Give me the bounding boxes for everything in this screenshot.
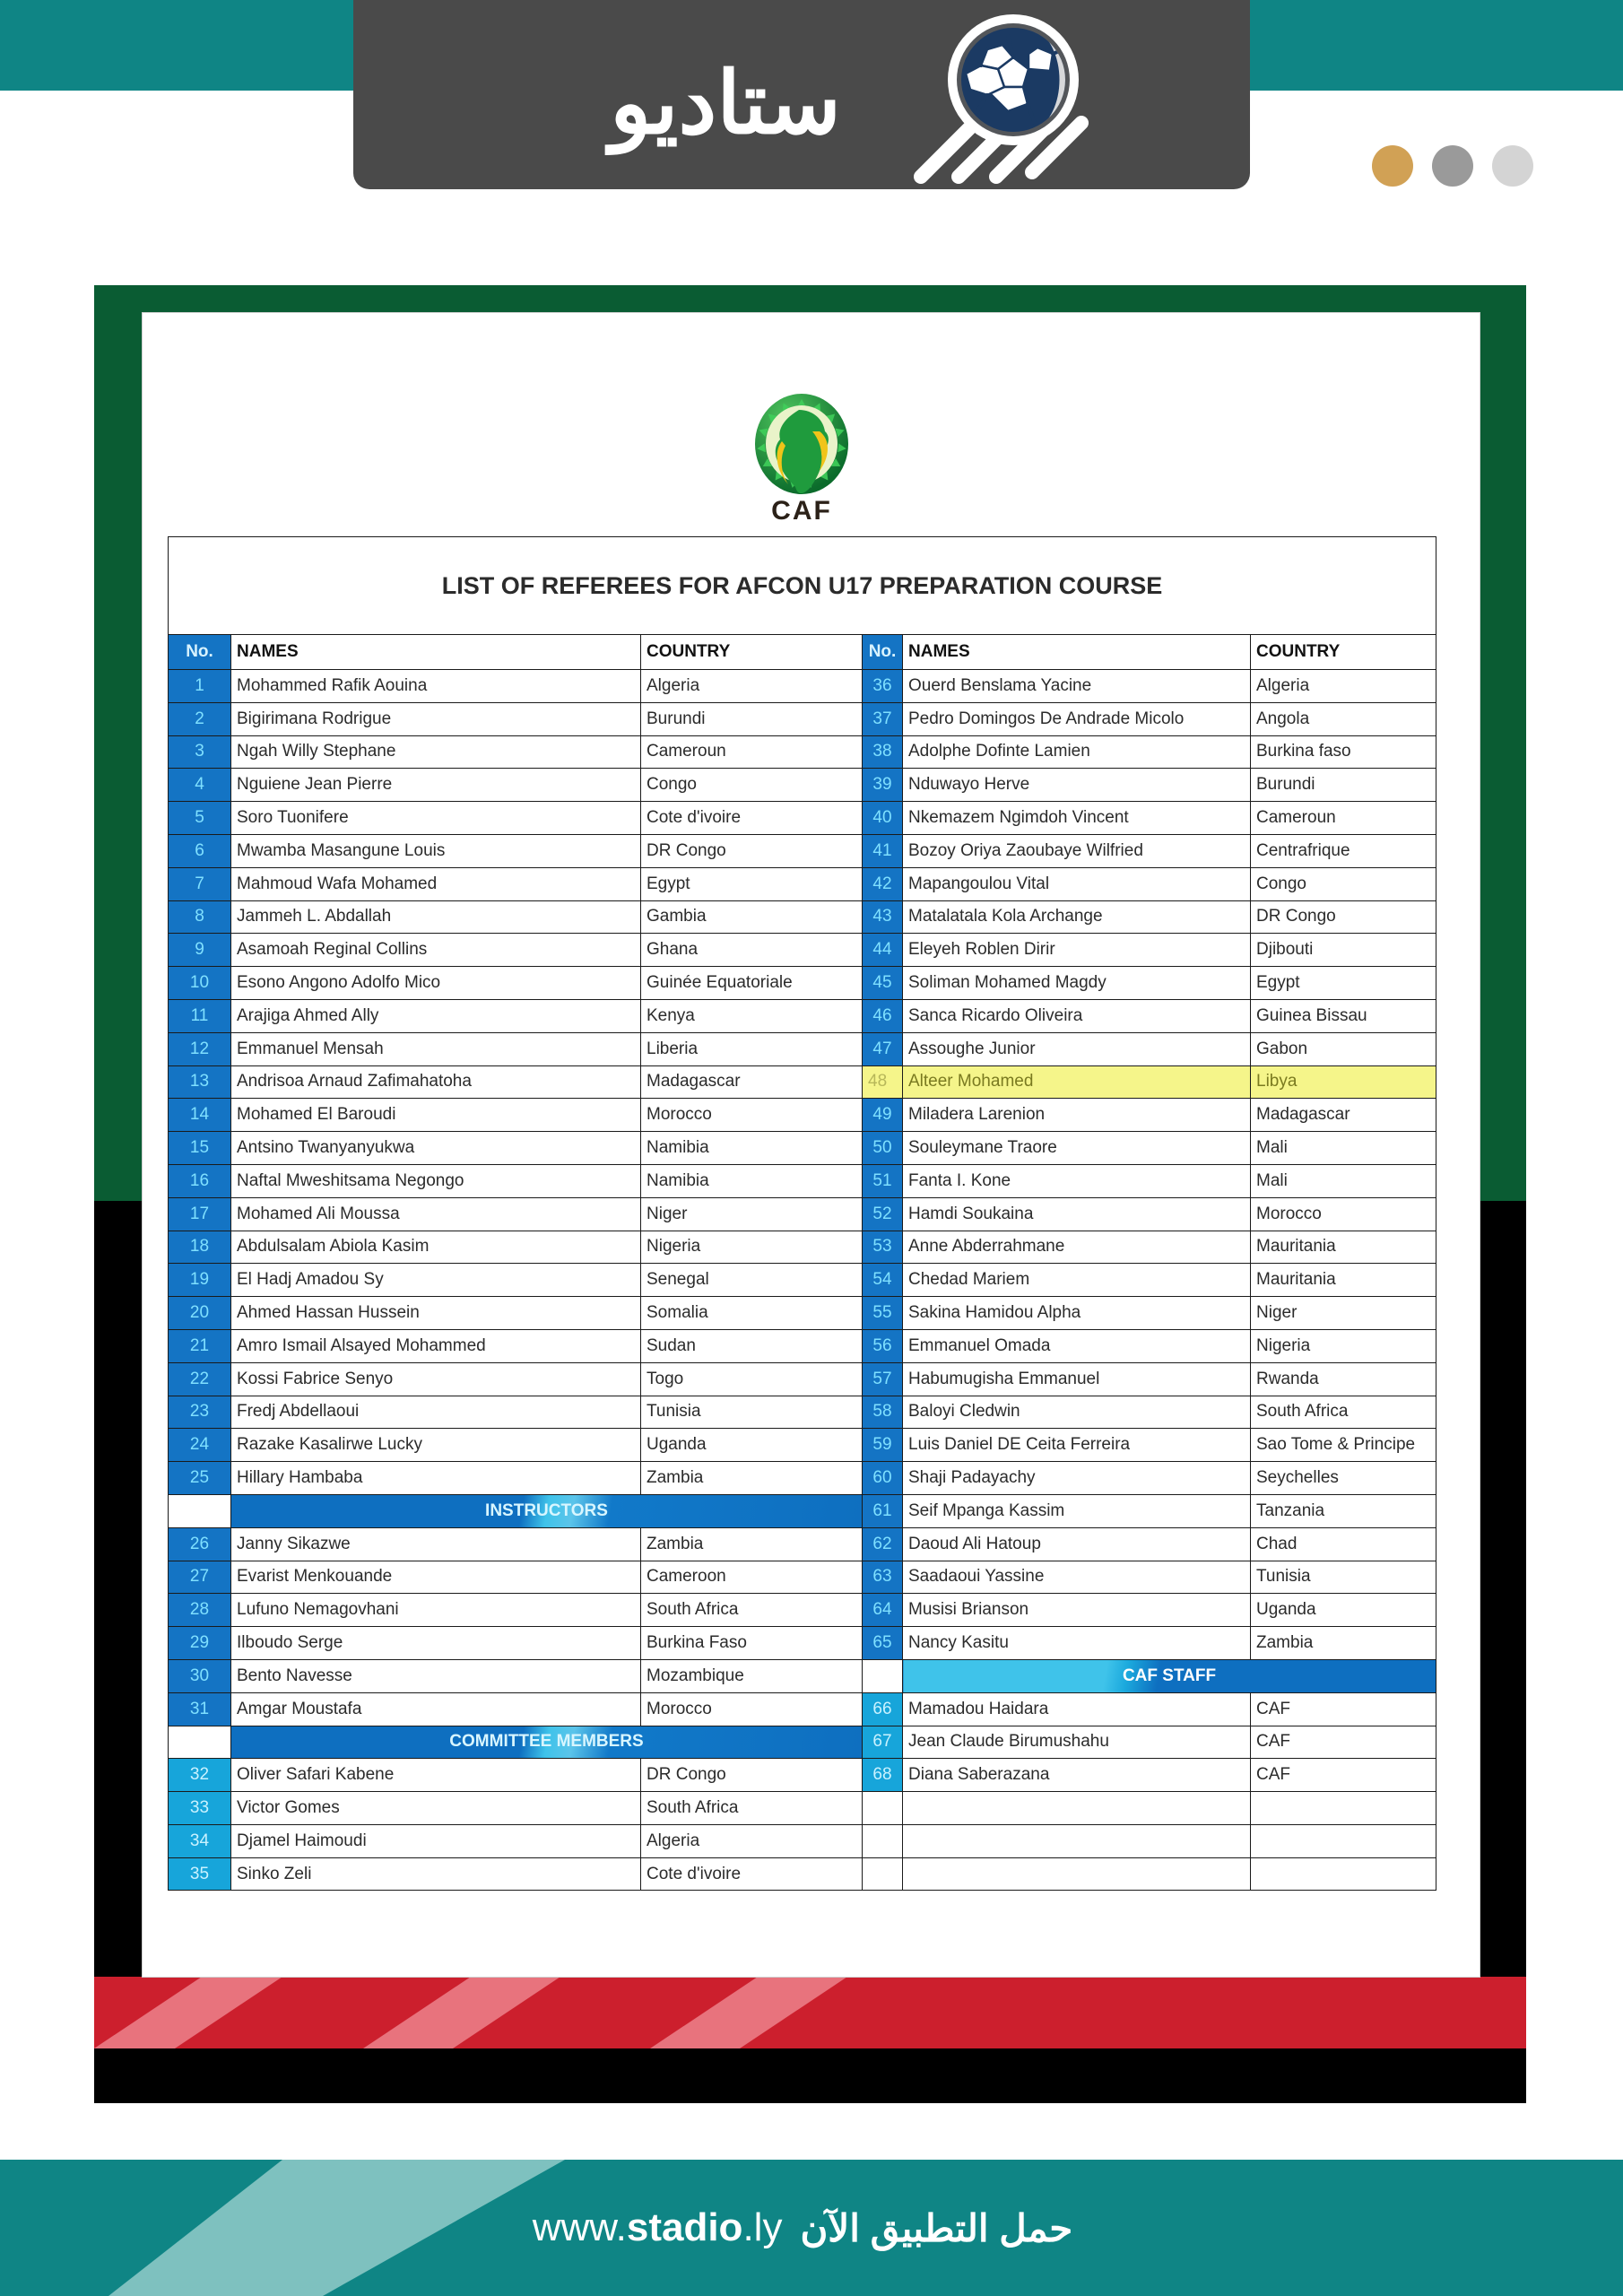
svg-text:ستاديو: ستاديو — [604, 56, 841, 155]
svg-text:CAF: CAF — [771, 496, 832, 526]
